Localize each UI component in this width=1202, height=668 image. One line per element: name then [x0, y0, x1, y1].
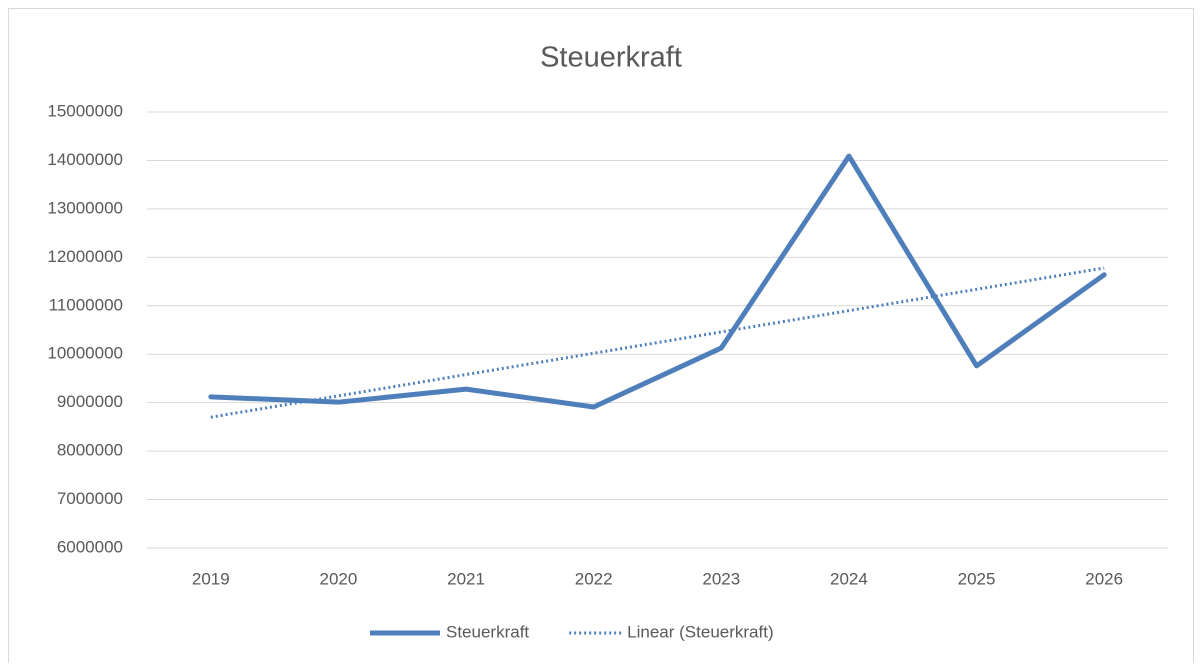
legend-label: Steuerkraft [446, 622, 529, 641]
y-tick-label: 6000000 [57, 537, 123, 556]
y-tick-label: 10000000 [47, 344, 123, 363]
y-tick-label: 9000000 [57, 392, 123, 411]
x-tick-label: 2020 [320, 569, 358, 588]
y-tick-label: 7000000 [57, 489, 123, 508]
y-tick-label: 13000000 [47, 198, 123, 217]
data-line [208, 153, 1107, 410]
x-tick-label: 2024 [830, 569, 868, 588]
x-tick-label: 2019 [192, 569, 230, 588]
y-tick-label: 12000000 [47, 247, 123, 266]
x-tick-label: 2026 [1085, 569, 1123, 588]
y-tick-label: 11000000 [49, 295, 123, 314]
legend-label: Linear (Steuerkraft) [627, 622, 773, 641]
trend-line [210, 266, 1105, 419]
chart-border [8, 8, 1194, 664]
x-tick-label: 2025 [958, 569, 996, 588]
x-tick-label: 2021 [447, 569, 485, 588]
x-tick-label: 2023 [702, 569, 740, 588]
y-tick-label: 14000000 [47, 150, 123, 169]
y-tick-label: 15000000 [47, 101, 123, 120]
y-tick-label: 8000000 [57, 441, 123, 460]
x-tick-label: 2022 [575, 569, 613, 588]
chart-title: Steuerkraft [540, 42, 682, 74]
